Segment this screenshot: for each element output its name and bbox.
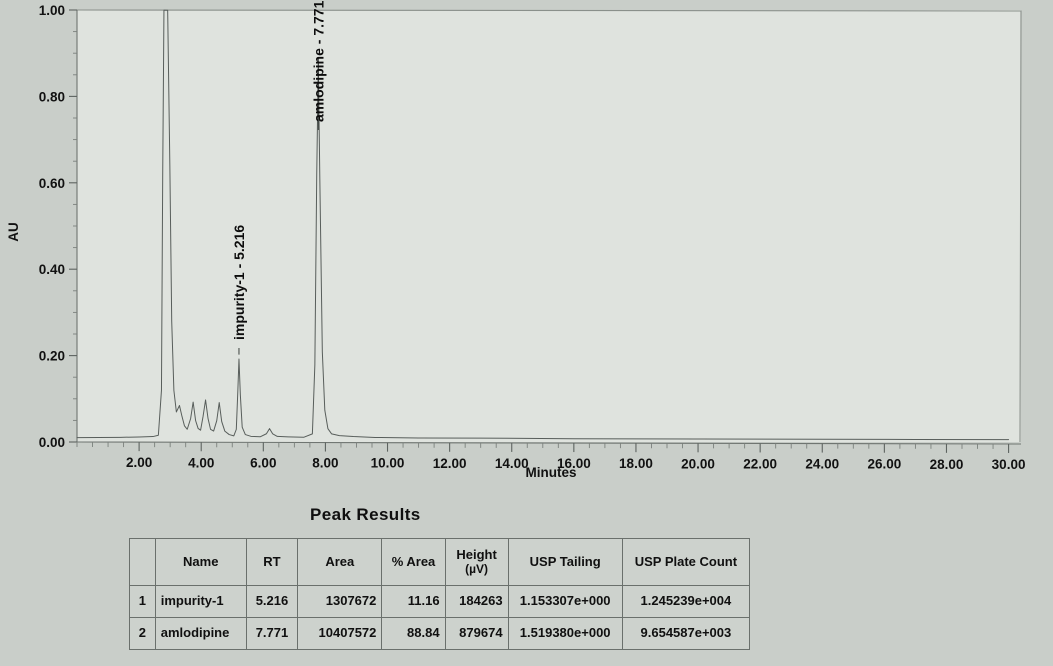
peak-results-table: Name RT Area% Area Height (µV) USP Tailing USP… [129, 538, 751, 650]
table-header-name: Name [154, 538, 247, 586]
cell-rt: 7.771 [245, 617, 299, 650]
x-tick-label: 10.00 [371, 456, 405, 471]
x-tick-label: 14.00 [495, 456, 529, 471]
peak-label: impurity-1 - 5.216 [231, 225, 247, 340]
peak-results-title: Peak Results [310, 505, 421, 524]
table-body: 1 impurity-1 5.216 1307672 11.16 184263 1.1533… [129, 585, 751, 650]
table-header-hgt: Height (µV) [444, 538, 509, 586]
y-tick-label: 0.60 [39, 176, 65, 191]
x-tick-label: 12.00 [433, 456, 467, 471]
cell-name: amlodipine [154, 617, 247, 650]
table-row: 2 amlodipine 7.771 10407572 88.84 879674 1.519… [129, 617, 751, 650]
plot-frame [76, 9, 1022, 443]
y-axis-title: AU [6, 222, 21, 242]
cell-idx: 1 [129, 585, 156, 618]
table-header-area: Area [297, 538, 383, 586]
cell-name: impurity-1 [154, 585, 247, 618]
cell-hgt: 184263 [444, 585, 509, 618]
x-tick-label: 16.00 [557, 456, 591, 471]
header-unit-label: (µV) [465, 561, 489, 576]
table-header-row: Name RT Area% Area Height (µV) USP Tailing USP… [129, 538, 751, 586]
table-header-idx [129, 538, 156, 586]
table-header-rt: RT [245, 538, 299, 586]
cell-hgt: 879674 [444, 617, 509, 650]
y-tick-label: 1.00 [39, 3, 65, 18]
plot-background [77, 10, 1021, 442]
x-axis-ticks [76, 442, 1010, 453]
cell-tail: 1.153307e+000 [507, 585, 623, 618]
table-header-plate: USP Plate Count [621, 538, 751, 586]
cell-idx: 2 [129, 617, 156, 650]
peak-annotations: impurity-1 - 5.216 amlodipine - 7.771 [231, 0, 326, 355]
cell-rt: 5.216 [245, 585, 299, 618]
table-row: 1 impurity-1 5.216 1307672 11.16 184263 1.1533… [129, 585, 751, 618]
x-tick-label: 2.00 [126, 455, 152, 470]
cell-parea: 11.16 [381, 585, 446, 618]
y-tick-label: 0.80 [39, 89, 65, 104]
x-tick-label: 18.00 [619, 456, 653, 471]
cell-parea: 88.84 [381, 617, 446, 650]
x-tick-label: 8.00 [312, 456, 338, 471]
x-tick-label: 24.00 [805, 457, 839, 472]
x-tick-label: 6.00 [250, 455, 276, 470]
x-tick-label: 20.00 [681, 456, 715, 471]
x-axis-title: Minutes [525, 465, 576, 480]
chromatogram-trace [76, 9, 1010, 441]
y-axis-ticks [69, 9, 77, 443]
chromatogram-plot: 0.00 0.20 0.40 0.60 0.80 1.00 2.00 4.00 6.00 8.0… [6, 0, 1026, 480]
header-main-label: Height [456, 546, 497, 562]
cell-area: 10407572 [297, 617, 383, 650]
x-tick-label: 26.00 [867, 457, 901, 472]
x-tick-label: 4.00 [188, 455, 214, 470]
cell-plate: 1.245239e+004 [621, 585, 751, 618]
x-tick-label: 22.00 [743, 456, 777, 471]
peak-label: amlodipine - 7.771 [310, 0, 326, 122]
y-tick-label: 0.40 [39, 262, 65, 277]
table-header-tail: USP Tailing [507, 538, 623, 586]
y-tick-label: 0.00 [39, 435, 65, 450]
x-axis-tick-labels: 2.00 4.00 6.00 8.00 10.00 12.00 14.00 16.00 18.0… [126, 455, 1026, 472]
cell-area: 1307672 [297, 585, 383, 618]
table-header-parea: % Area [381, 538, 446, 586]
x-tick-label: 28.00 [930, 457, 964, 472]
peak-results-section: Peak Results Name RT Area% Area Height (µV) U… [0, 505, 1053, 650]
y-axis-tick-labels: 0.00 0.20 0.40 0.60 0.80 1.00 [39, 3, 65, 450]
y-tick-label: 0.20 [39, 349, 65, 364]
chromatogram-panel: 0.00 0.20 0.40 0.60 0.80 1.00 2.00 4.00 6.00 8.0… [6, 0, 1026, 480]
x-tick-label: 30.00 [992, 457, 1026, 472]
peak-results-table-wrap: Name RT Area% Area Height (µV) USP Tailing USP… [129, 538, 751, 650]
cell-tail: 1.519380e+000 [507, 617, 623, 650]
cell-plate: 9.654587e+003 [621, 617, 751, 650]
